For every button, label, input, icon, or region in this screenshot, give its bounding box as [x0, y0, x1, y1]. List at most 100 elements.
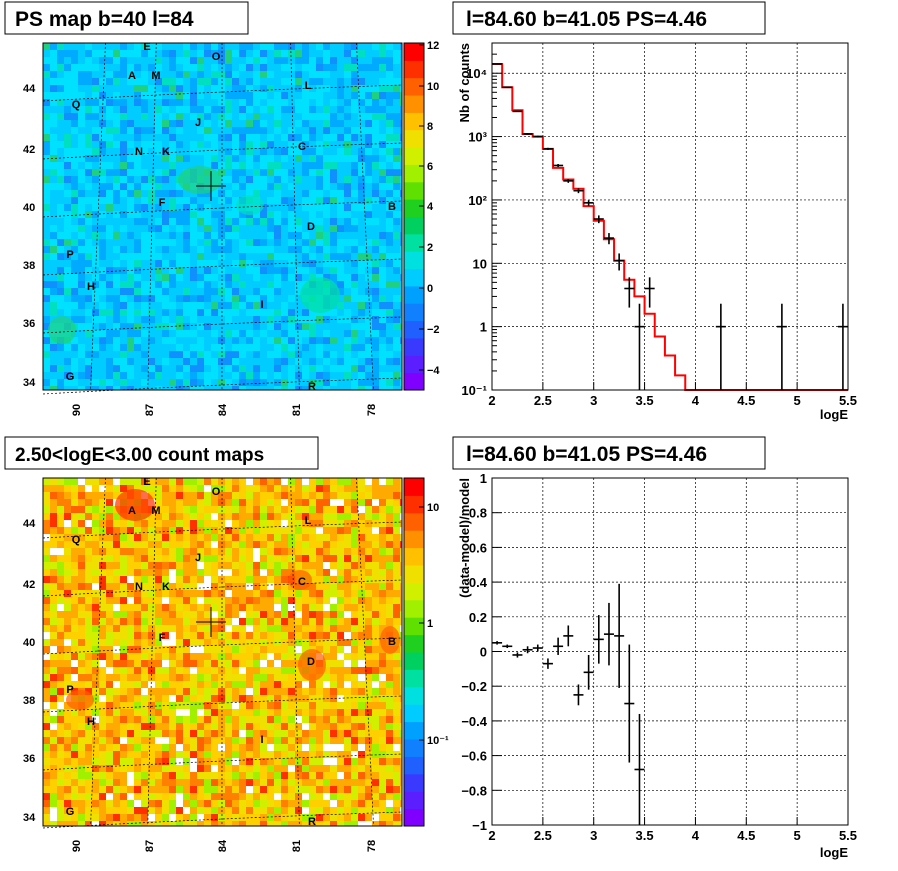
colorbar-segment	[404, 721, 424, 740]
map-source-label: C	[298, 141, 306, 153]
map-latitude-line	[42, 258, 403, 276]
colorbar-segment	[404, 652, 424, 670]
colorbar-label: −4	[427, 365, 440, 377]
colorbar-frame	[403, 42, 425, 391]
colorbar-segment	[404, 547, 424, 566]
title-box-residual: l=84.60 b=41.05 PS=4.46	[452, 436, 766, 470]
map-latitude-line	[42, 377, 403, 395]
spectrum-x-tick-label: 2	[488, 393, 495, 408]
map-latitude-label: 40	[23, 637, 35, 649]
colorbar-segment	[404, 147, 424, 165]
spectrum-x-tick-label: 2.5	[534, 393, 552, 408]
colorbar-label: 10⁻¹	[427, 735, 449, 747]
map-source-label: M	[151, 505, 160, 517]
colorbar-segment	[404, 95, 424, 113]
colorbar-frame	[403, 477, 425, 827]
map-latitude-line	[42, 142, 403, 160]
count-map-panel: E O A M L Q J N K C F B D P H I G R 44 42 40 38 36 34 90 87 84 81…	[23, 476, 449, 852]
colorbar-segment	[404, 617, 424, 636]
colorbar-label: 10	[427, 502, 439, 514]
colorbar-label: 0	[427, 283, 433, 295]
map-source-label: F	[159, 197, 166, 209]
map-source-label: L	[305, 80, 312, 92]
map-latitude-label: 44	[23, 518, 36, 530]
map-latitude-label: 36	[23, 318, 35, 330]
map-longitude-label: 90	[71, 404, 83, 416]
map-longitude-line	[290, 42, 300, 391]
map-source-label: H	[87, 716, 95, 728]
map-source-label: F	[159, 632, 166, 644]
spectrum-x-tick-label: 3	[590, 393, 597, 408]
residual-y-tick-label: 0.6	[469, 540, 487, 555]
colorbar-segment	[404, 530, 424, 549]
map-latitude-line	[42, 811, 403, 829]
map-source-label: D	[307, 221, 315, 233]
colorbar-label: 1	[427, 618, 433, 630]
map-longitude-label: 90	[71, 840, 83, 852]
residual-x-tick-label: 3	[590, 828, 597, 843]
map-source-label: G	[66, 371, 75, 383]
colorbar-segment	[404, 112, 424, 131]
colorbar-segment	[404, 756, 424, 775]
count-map-title: 2.50<logE<3.00 count maps	[15, 445, 264, 466]
map-latitude-label: 40	[23, 202, 35, 214]
residual-y-tick-label: −0.4	[461, 714, 487, 729]
spectrum-y-tick-label: 1	[480, 320, 487, 335]
residual-y-tick-label: −1	[472, 818, 487, 833]
colorbar-segment	[404, 164, 424, 183]
map-source-label: N	[135, 581, 143, 593]
residual-y-tick-label: −0.2	[461, 679, 487, 694]
map-longitude-label: 84	[217, 839, 229, 852]
colorbar-segment	[404, 565, 424, 583]
map-longitude-line	[147, 42, 157, 391]
map-latitude-line	[42, 579, 403, 597]
residual-y-tick-label: −0.8	[461, 783, 487, 798]
spectrum-plot-area	[492, 43, 848, 390]
map-longitude-label: 78	[366, 404, 378, 416]
map-longitude-label: 78	[366, 840, 378, 852]
colorbar-segment	[404, 669, 424, 688]
residual-x-tick-label: 3.5	[636, 828, 654, 843]
map-longitude-label: 87	[144, 404, 156, 416]
map-source-label: J	[195, 552, 201, 564]
map-latitude-line	[42, 84, 403, 102]
colorbar-label: −2	[427, 324, 440, 336]
count-map-frame	[42, 477, 403, 827]
map-latitude-label: 34	[23, 812, 36, 824]
map-source-label: Q	[72, 534, 81, 546]
ps-map-title: PS map b=40 l=84	[15, 8, 194, 31]
residual-y-label: (data-model)/model	[457, 478, 472, 598]
residual-y-tick-label: 0	[480, 645, 487, 660]
spectrum-y-tick-label: 10⁴	[466, 66, 487, 81]
map-source-label: O	[212, 51, 221, 63]
spectrum-panel: 2 2.5 3 3.5 4 4.5 5 5.5 10⁻¹ 1 10 10² 10³ 10⁴ logE Nb…	[457, 42, 857, 422]
map-latitude-label: 38	[23, 695, 35, 707]
map-longitude-label: 87	[144, 840, 156, 852]
map-longitude-line	[356, 42, 374, 391]
spectrum-frame	[491, 42, 849, 391]
colorbar-segment	[404, 478, 424, 496]
map-source-label: A	[128, 70, 136, 82]
residual-y-tick-label: 0.2	[469, 610, 487, 625]
title-box-spectrum: l=84.60 b=41.05 PS=4.46	[452, 1, 766, 35]
map-source-label: L	[305, 515, 312, 527]
map-source-label: I	[260, 299, 263, 311]
spectrum-y-label: Nb of counts	[457, 43, 472, 122]
residual-panel: 2 2.5 3 3.5 4 4.5 5 5.5 −1 −0.8 −0.6 −0.4 −0.2 0 0.2 0.…	[457, 471, 857, 860]
map-source-label: I	[260, 734, 263, 746]
spectrum-title: l=84.60 b=41.05 PS=4.46	[466, 8, 707, 31]
colorbar-segment	[404, 251, 424, 270]
colorbar-segment	[404, 337, 424, 356]
residual-x-tick-label: 2.5	[534, 828, 552, 843]
map-latitude-line	[42, 695, 403, 713]
colorbar-label: 8	[427, 121, 433, 133]
colorbar-segment	[404, 233, 424, 252]
residual-y-tick-label: 1	[480, 471, 487, 486]
residual-y-tick-label: 0.8	[469, 506, 487, 521]
map-source-label: E	[143, 41, 150, 53]
colorbar-label: 10	[427, 81, 439, 93]
map-source-label: K	[162, 581, 170, 593]
spectrum-y-tick-label: 10⁻¹	[461, 383, 487, 398]
map-source-label: D	[307, 656, 315, 668]
